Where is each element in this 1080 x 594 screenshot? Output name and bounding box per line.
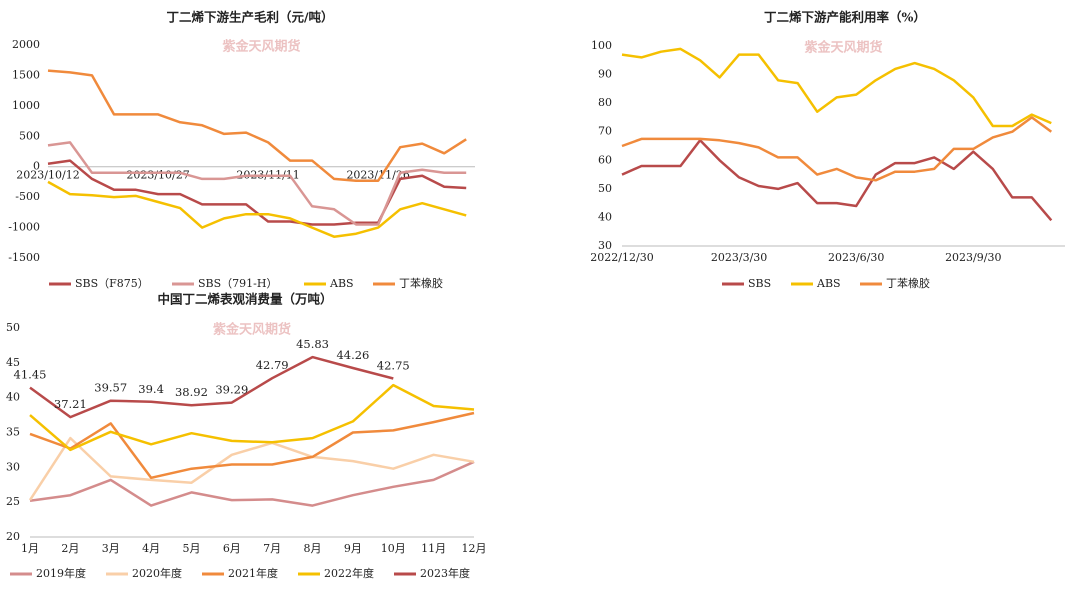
series-line [29, 460, 475, 507]
y-tick-label: 35 [6, 426, 20, 439]
data-label: 45.83 [296, 337, 329, 351]
series-line [29, 411, 475, 480]
series-line [47, 141, 467, 226]
x-tick-label: 12月 [462, 542, 487, 555]
y-tick-label: -1500 [8, 251, 40, 264]
chart-title: 丁二烯下游生产毛利（元/吨） [166, 10, 333, 25]
y-tick-label: 0 [33, 160, 40, 173]
legend-label: ABS [816, 277, 841, 290]
x-tick-label: 5月 [182, 542, 200, 555]
x-tick-label: 11月 [421, 542, 446, 555]
y-tick-label: 1000 [12, 99, 40, 112]
y-tick-label: 100 [591, 39, 612, 52]
watermark: 紫金天风期货 [804, 40, 882, 56]
legend-label: 2020年度 [132, 566, 182, 580]
x-tick-label: 7月 [263, 542, 281, 555]
data-label: 42.75 [377, 359, 410, 373]
y-tick-label: -1000 [8, 221, 40, 234]
data-label: 39.4 [138, 382, 164, 396]
data-label: 39.57 [94, 381, 127, 395]
x-tick-label: 8月 [304, 542, 322, 555]
chart-title: 丁二烯下游产能利用率（%） [764, 10, 926, 25]
y-tick-label: 70 [598, 125, 612, 138]
series-line [28, 436, 475, 501]
y-tick-label: 2000 [12, 38, 40, 51]
x-tick-label: 3月 [102, 542, 120, 555]
y-tick-label: 50 [598, 182, 612, 195]
x-tick-label: 2023/6/30 [828, 251, 884, 264]
y-tick-label: 25 [6, 495, 20, 508]
y-tick-label: 20 [6, 530, 20, 543]
y-tick-label: 40 [598, 210, 612, 223]
data-label: 39.29 [215, 383, 248, 397]
legend-label: SBS（791-H） [198, 277, 277, 290]
y-tick-label: 30 [598, 239, 612, 252]
y-tick-label: 80 [598, 96, 612, 109]
watermark: 紫金天风期货 [213, 322, 291, 338]
series-line [47, 69, 467, 182]
series-line [47, 180, 467, 238]
x-tick-label: 2023/9/30 [945, 251, 1001, 264]
y-tick-label: 45 [6, 356, 20, 369]
data-label: 37.21 [54, 397, 87, 411]
y-tick-label: 50 [6, 321, 20, 334]
x-tick-label: 10月 [381, 542, 406, 555]
y-tick-label: 40 [6, 391, 20, 404]
x-tick-label: 2023/10/12 [16, 169, 79, 182]
data-label: 44.26 [336, 348, 369, 362]
y-tick-label: 30 [6, 460, 20, 473]
x-tick-label: 2023/11/26 [346, 169, 409, 182]
x-tick-label: 2月 [61, 542, 79, 555]
legend-label: SBS [748, 277, 771, 290]
legend-label: 丁苯橡胶 [399, 276, 443, 290]
series-line [29, 355, 394, 419]
chart-title: 中国丁二烯表观消费量（万吨） [157, 292, 332, 307]
x-tick-label: 2022/12/30 [590, 251, 653, 264]
series-line [621, 47, 1052, 128]
y-tick-label: 1500 [12, 68, 40, 81]
x-tick-label: 2023/10/27 [126, 169, 189, 182]
data-label: 41.45 [14, 368, 47, 382]
legend-label: 2019年度 [36, 566, 86, 580]
x-tick-label: 9月 [344, 542, 362, 555]
data-label: 38.92 [175, 385, 208, 399]
legend-label: 2023年度 [420, 566, 470, 580]
series-line [621, 116, 1053, 182]
legend-label: ABS [329, 277, 354, 290]
x-tick-label: 2023/3/30 [711, 251, 767, 264]
x-tick-label: 4月 [142, 542, 160, 555]
y-tick-label: 500 [19, 129, 40, 142]
legend-label: 2021年度 [228, 566, 278, 580]
y-tick-label: -500 [15, 190, 40, 203]
y-tick-label: 60 [598, 153, 612, 166]
watermark: 紫金天风期货 [222, 39, 300, 55]
series-line [29, 383, 475, 452]
x-tick-label: 6月 [223, 542, 241, 555]
series-line [621, 139, 1053, 222]
legend-label: 丁苯橡胶 [886, 276, 930, 290]
legend-label: 2022年度 [324, 566, 374, 580]
y-tick-label: 90 [598, 68, 612, 81]
x-tick-label: 1月 [21, 542, 39, 555]
data-label: 42.79 [256, 358, 289, 372]
legend-label: SBS（F875） [75, 277, 149, 290]
